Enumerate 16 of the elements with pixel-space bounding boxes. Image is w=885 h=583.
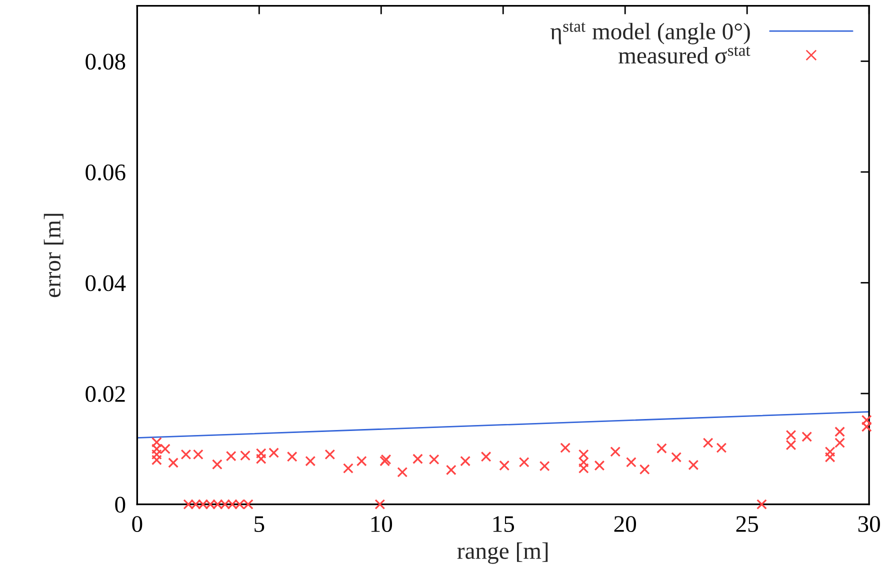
y-tick-label: 0.04: [86, 275, 126, 292]
x-tick-label: 30: [858, 516, 880, 532]
y-axis-title: error [m]: [44, 214, 64, 298]
x-tick-label: 10: [371, 516, 392, 532]
x-tick-label: 5: [254, 516, 264, 532]
y-tick-label: 0.02: [86, 386, 125, 402]
y-tick-label: 0.06: [86, 164, 126, 181]
y-tick-label: 0.08: [86, 54, 126, 70]
x-axis-title: range [m]: [457, 542, 548, 564]
y-tick-label: 0: [115, 496, 126, 513]
x-tick-label: 20: [614, 516, 636, 532]
legend-label: η$^{stat}$ model (angle 0°): [550, 22, 750, 44]
x-tick-label: 0: [132, 516, 142, 532]
x-tick-label: 25: [736, 516, 758, 532]
x-tick-label: 15: [493, 516, 514, 532]
legend-label: measured σ$^{stat}$: [618, 46, 750, 64]
